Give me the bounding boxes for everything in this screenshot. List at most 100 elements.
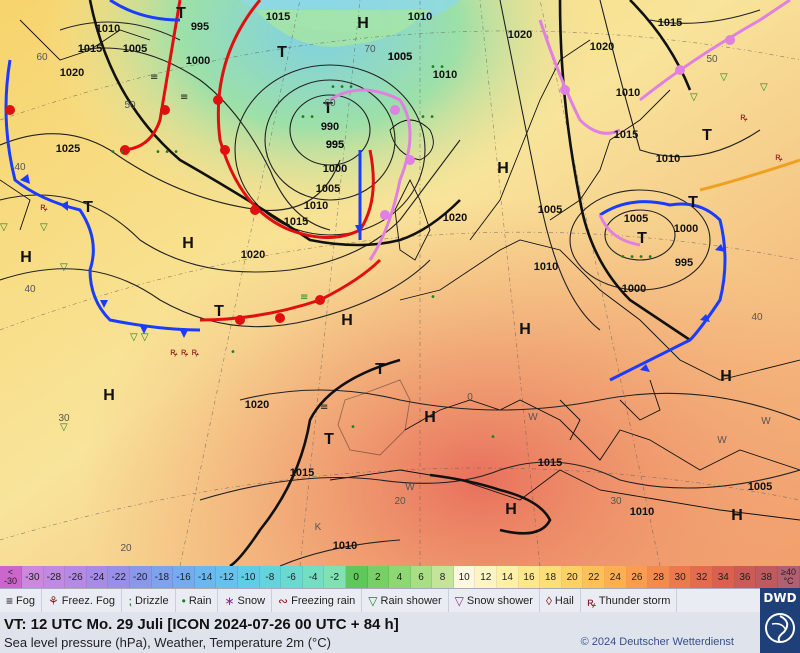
legend-item: • Rain xyxy=(176,589,219,613)
high-pressure-center: H xyxy=(424,409,436,426)
pressure-label: 1010 xyxy=(433,69,457,81)
pressure-label: 990 xyxy=(321,121,339,133)
isotherm-label: 50 xyxy=(124,100,136,111)
scale-cell: 12 xyxy=(475,566,498,588)
svg-text:ꝶ: ꝶ xyxy=(775,152,783,163)
pressure-label: 1020 xyxy=(508,29,532,41)
scale-cell: -6 xyxy=(281,566,303,588)
pressure-label: 1010 xyxy=(96,23,120,35)
pressure-label: 1025 xyxy=(56,143,80,155)
pressure-label: 1015 xyxy=(658,17,682,29)
svg-text:ꝶ: ꝶ xyxy=(740,112,748,123)
isobars xyxy=(0,0,800,566)
scale-cell: 32 xyxy=(691,566,713,588)
high-pressure-center: H xyxy=(103,387,115,404)
pressure-label: 995 xyxy=(326,139,344,151)
rain-icon: • xyxy=(181,594,186,608)
scale-cell: -18 xyxy=(151,566,174,588)
trough-marker: T xyxy=(375,361,385,378)
legend-label: Drizzle xyxy=(134,595,169,607)
scale-cell: -16 xyxy=(173,566,195,588)
copyright: © 2024 Deutscher Wetterdienst xyxy=(580,636,734,648)
pressure-label: 1015 xyxy=(284,216,308,228)
troughs xyxy=(88,0,692,566)
legend-item: ▽ Snow shower xyxy=(449,589,540,613)
info-bar: VT: 12 UTC Mo. 29 Juli [ICON 2024-07-26 … xyxy=(0,612,760,653)
isotherm-label: W xyxy=(405,482,415,493)
legend-label: Fog xyxy=(16,595,35,607)
scale-cell: 26 xyxy=(626,566,649,588)
high-pressure-center: H xyxy=(20,249,32,266)
scale-cell: 30 xyxy=(669,566,692,588)
svg-text:• • • •: • • • • xyxy=(620,252,653,263)
trough-marker: T xyxy=(637,230,647,247)
pressure-label: 995 xyxy=(675,257,693,269)
legend-label: Freez. Fog xyxy=(61,595,115,607)
thunderstorm-icon: ꝶ xyxy=(586,594,596,609)
scale-cell: 36 xyxy=(734,566,757,588)
isotherm-label: K xyxy=(315,522,322,533)
pressure-label: 1010 xyxy=(630,506,654,518)
svg-text:• •: • • xyxy=(110,147,125,158)
pressure-label: 1020 xyxy=(241,249,265,261)
scale-cell: -22 xyxy=(108,566,130,588)
isotherm-label: 40 xyxy=(24,284,36,295)
svg-text:▽: ▽ xyxy=(60,422,68,433)
pressure-label: 1020 xyxy=(60,67,84,79)
legend-item: ꝶ Thunder storm xyxy=(581,589,678,613)
scale-cell: 18 xyxy=(540,566,562,588)
temperature-labels: 60 50 40 40 30 20 70 60 50 40 30 20 0 W W W W K xyxy=(14,44,771,554)
pressure-label: 1010 xyxy=(304,200,328,212)
scale-cell: -2 xyxy=(324,566,346,588)
svg-text:• • •: • • • xyxy=(330,82,354,93)
high-pressure-center: H xyxy=(731,507,743,524)
trough-marker: T xyxy=(83,199,93,216)
scale-cell: -14 xyxy=(194,566,217,588)
scale-cell: -28 xyxy=(43,566,66,588)
pressure-label: 1005 xyxy=(538,204,562,216)
svg-text:• •: • • xyxy=(430,62,445,73)
svg-text:▽ ▽: ▽ ▽ xyxy=(130,332,149,343)
isotherm-label: 20 xyxy=(394,496,406,507)
isotherm-label: 30 xyxy=(58,413,70,424)
pressure-label: 1020 xyxy=(443,212,467,224)
scale-cell: 0 xyxy=(345,566,368,588)
scale-cell: 2 xyxy=(367,566,390,588)
svg-text:ꝶ: ꝶ xyxy=(40,202,48,213)
scale-cell: 20 xyxy=(561,566,584,588)
svg-text:≡: ≡ xyxy=(150,72,158,83)
legend-label: Thunder storm xyxy=(598,595,671,607)
scale-cell: 16 xyxy=(518,566,541,588)
rain-shower-icon: ▽ xyxy=(368,594,378,608)
weather-legend: ≡ Fog ⚘ Freez. Fog ⁏ Drizzle • Rain ∗ Snow ∾ Freezi… xyxy=(0,588,800,613)
drizzle-icon: ⁏ xyxy=(127,594,132,608)
high-pressure-center: H xyxy=(505,501,517,518)
high-pressure-center: H xyxy=(519,321,531,338)
scale-cell: 22 xyxy=(583,566,606,588)
pressure-label: 1010 xyxy=(408,11,432,23)
scale-cell: -4 xyxy=(302,566,325,588)
isotherm-label: W xyxy=(528,412,538,423)
high-pressure-center: H xyxy=(357,15,369,32)
weather-symbols: • • • • • • • • • • • • • • ▽ ▽ ▽ ▽ • • • • • • … xyxy=(0,62,783,443)
scale-cell: 6 xyxy=(410,566,433,588)
pressure-label: 1010 xyxy=(333,540,357,552)
scale-cell: 8 xyxy=(432,566,454,588)
pressure-label: 1010 xyxy=(534,261,558,273)
high-pressure-center: H xyxy=(720,368,732,385)
pressure-label: 1005 xyxy=(388,51,412,63)
scale-cell: -30 xyxy=(22,566,44,588)
svg-text:≡: ≡ xyxy=(300,292,308,303)
pressure-label: 1000 xyxy=(674,223,698,235)
pressure-label: 1005 xyxy=(123,43,147,55)
scale-cell: 14 xyxy=(497,566,519,588)
svg-text:▽: ▽ xyxy=(40,222,48,233)
isotherm-label: 60 xyxy=(324,98,336,109)
svg-text:• •: • • xyxy=(300,112,315,123)
scale-cell: 28 xyxy=(648,566,670,588)
pressure-label: 1015 xyxy=(538,457,562,469)
legend-label: Rain xyxy=(188,595,212,607)
legend-item: ⚘ Freez. Fog xyxy=(42,589,122,613)
pressure-label: 1020 xyxy=(245,399,269,411)
svg-text:•: • xyxy=(490,432,496,443)
